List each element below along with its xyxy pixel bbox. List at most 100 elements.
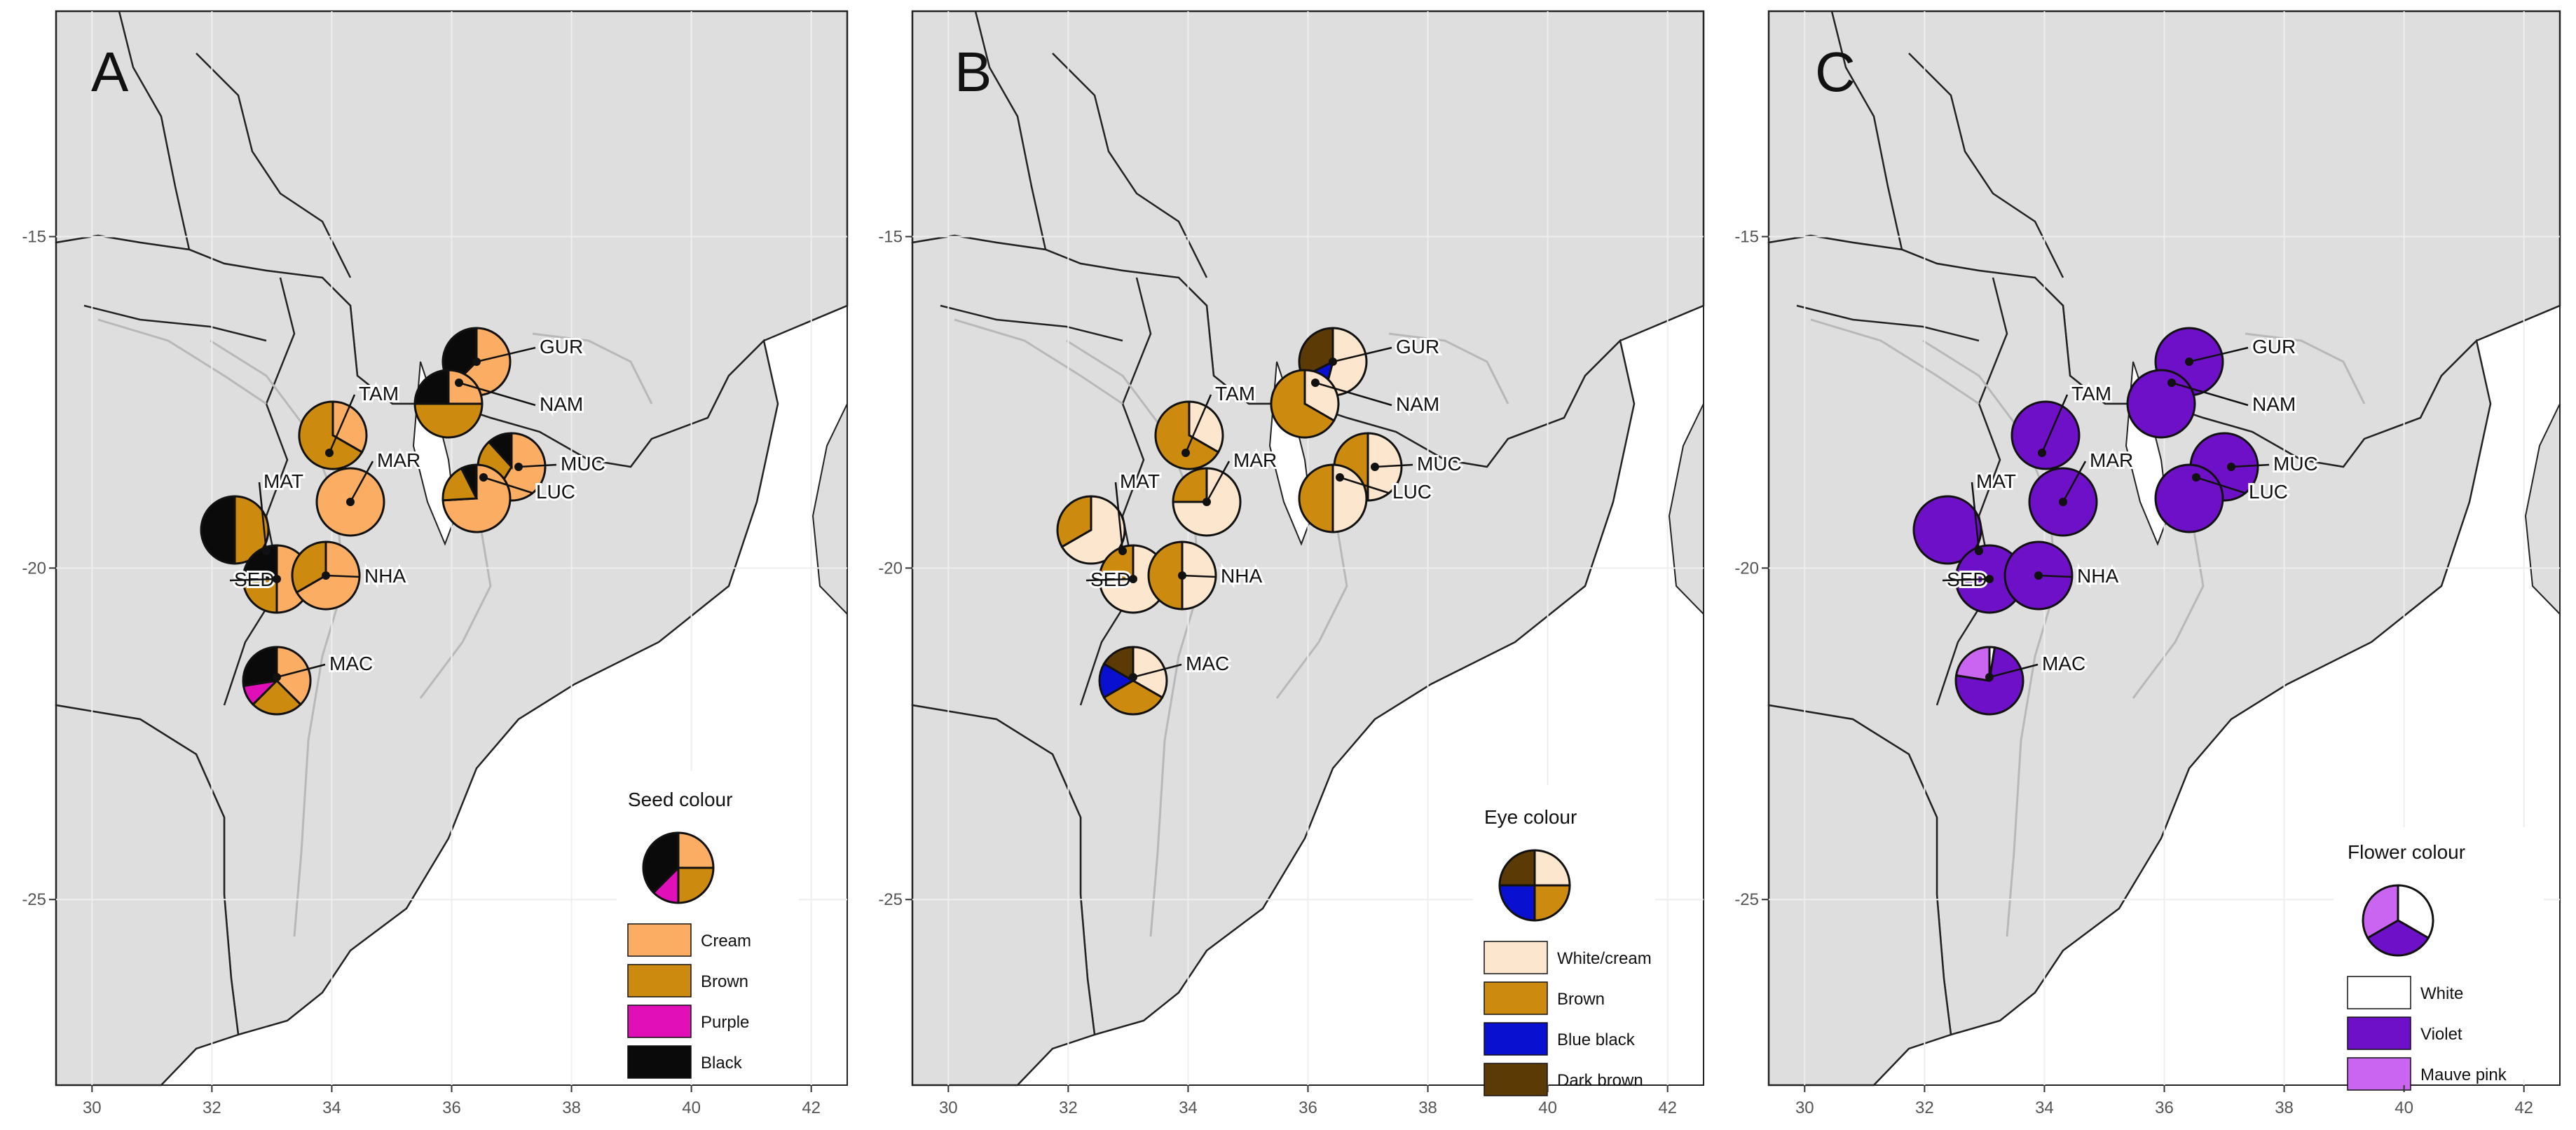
leader-line xyxy=(458,381,536,407)
site-pie-mat xyxy=(1912,495,1982,565)
site-label-tam: TAM xyxy=(2071,383,2111,404)
site-pie-mac xyxy=(242,646,312,716)
legend-label: Brown xyxy=(701,972,748,991)
panel-letter: A xyxy=(91,41,129,103)
legend-label: White/cream xyxy=(1557,949,1652,968)
leader-line xyxy=(2195,476,2245,494)
site-point xyxy=(455,379,463,387)
pie-slice xyxy=(1498,884,1536,922)
pie-slice xyxy=(447,369,484,405)
y-tick-label: -20 xyxy=(22,559,46,578)
legend-swatch xyxy=(2347,976,2411,1009)
legend-pie-chart xyxy=(2362,884,2434,957)
site-pies xyxy=(1056,327,1403,716)
y-tick-label: -20 xyxy=(1734,559,1759,578)
site-label-nam: NAM xyxy=(2252,393,2296,415)
pie-slice xyxy=(1912,495,1982,565)
site-pie-tam xyxy=(298,400,368,470)
leader-line xyxy=(476,346,536,363)
site-leaders xyxy=(229,346,557,681)
site-point xyxy=(1975,547,1983,555)
leader-line xyxy=(1315,381,1392,407)
site-pie-luc xyxy=(441,463,512,533)
pie-slice xyxy=(1498,849,1536,887)
pie-slice xyxy=(291,540,327,594)
pie-slice xyxy=(242,578,278,614)
y-tick-label: -25 xyxy=(1734,890,1759,909)
legend-swatch xyxy=(627,1045,692,1079)
legend-pie-chart xyxy=(642,831,715,904)
pie-slice xyxy=(1172,467,1208,503)
leader-line xyxy=(1132,663,1182,679)
pie-slice xyxy=(2366,919,2430,957)
site-point xyxy=(2192,473,2200,482)
leader-line xyxy=(1114,482,1124,552)
y-tick-label: -15 xyxy=(878,228,903,247)
pie-slice xyxy=(2010,400,2081,470)
legend-label: Brown xyxy=(1557,990,1605,1009)
site-point xyxy=(2167,379,2176,387)
site-label-tam: TAM xyxy=(1215,383,1255,404)
legend-label: Purple xyxy=(701,1013,749,1032)
site-leaders xyxy=(1085,346,1413,681)
legend-label: Violet xyxy=(2420,1025,2462,1044)
pie-slice xyxy=(298,400,364,470)
legend: Eye colour White/cream Brown Blue black Dar… xyxy=(1473,785,1655,1096)
leader-line xyxy=(2171,381,2249,407)
pie-slice xyxy=(2154,463,2224,533)
x-tick-label: 32 xyxy=(1059,1098,1078,1117)
pie-slice xyxy=(1331,463,1368,533)
y-tick-label: -15 xyxy=(1734,228,1759,247)
site-point xyxy=(2227,463,2235,471)
site-pie-tam xyxy=(1154,400,1224,470)
site-label-luc: LUC xyxy=(2249,481,2288,503)
x-tick-label: 30 xyxy=(939,1098,958,1117)
site-point xyxy=(1336,473,1344,482)
y-axis-ticks: -15 -20 -25 xyxy=(1734,228,1769,909)
leader-line xyxy=(1332,346,1392,363)
pie-slice xyxy=(677,866,715,904)
site-point xyxy=(479,473,488,482)
y-tick-label: -15 xyxy=(22,228,46,247)
site-point xyxy=(1311,379,1320,387)
pie-slice xyxy=(1954,646,1991,682)
x-tick-label: 40 xyxy=(682,1098,701,1117)
y-tick-label: -25 xyxy=(878,890,903,909)
legend-pie-chart xyxy=(1498,849,1571,922)
pie-slice xyxy=(233,495,270,565)
x-tick-label: 38 xyxy=(1418,1098,1437,1117)
legend-swatch xyxy=(2347,1057,2411,1091)
pie-slice xyxy=(1154,400,1220,470)
site-label-mat: MAT xyxy=(1120,470,1160,492)
site-label-mar: MAR xyxy=(2090,449,2133,471)
y-axis-ticks: -15 -20 -25 xyxy=(878,228,912,909)
legend-swatch xyxy=(627,964,692,998)
leader-line xyxy=(518,463,557,468)
leader-line xyxy=(2038,574,2074,578)
site-point xyxy=(472,358,481,366)
x-tick-label: 32 xyxy=(203,1098,221,1117)
site-point xyxy=(1371,463,1379,471)
site-label-luc: LUC xyxy=(1392,481,1432,503)
pie-slice xyxy=(1098,544,1168,614)
legend-items: White/cream Brown Blue black Dark brown xyxy=(1484,941,1652,1096)
pie-slice xyxy=(2126,369,2196,439)
pie-slice xyxy=(487,432,513,470)
pie-slice xyxy=(441,467,479,502)
site-label-mar: MAR xyxy=(377,449,420,471)
pie-slice xyxy=(1056,495,1092,549)
site-label-nam: NAM xyxy=(1396,393,1439,415)
leader-line xyxy=(1181,574,1217,578)
leader-line xyxy=(1971,482,1980,552)
x-tick-label: 38 xyxy=(562,1098,581,1117)
pie-slice xyxy=(275,646,312,707)
site-label-mat: MAT xyxy=(263,470,303,492)
legend-swatch xyxy=(627,1005,692,1038)
site-point xyxy=(2034,571,2043,580)
site-label-nam: NAM xyxy=(540,393,583,415)
leader-line xyxy=(229,578,278,582)
legend-label: Black xyxy=(701,1054,743,1073)
pie-slice xyxy=(413,402,484,439)
